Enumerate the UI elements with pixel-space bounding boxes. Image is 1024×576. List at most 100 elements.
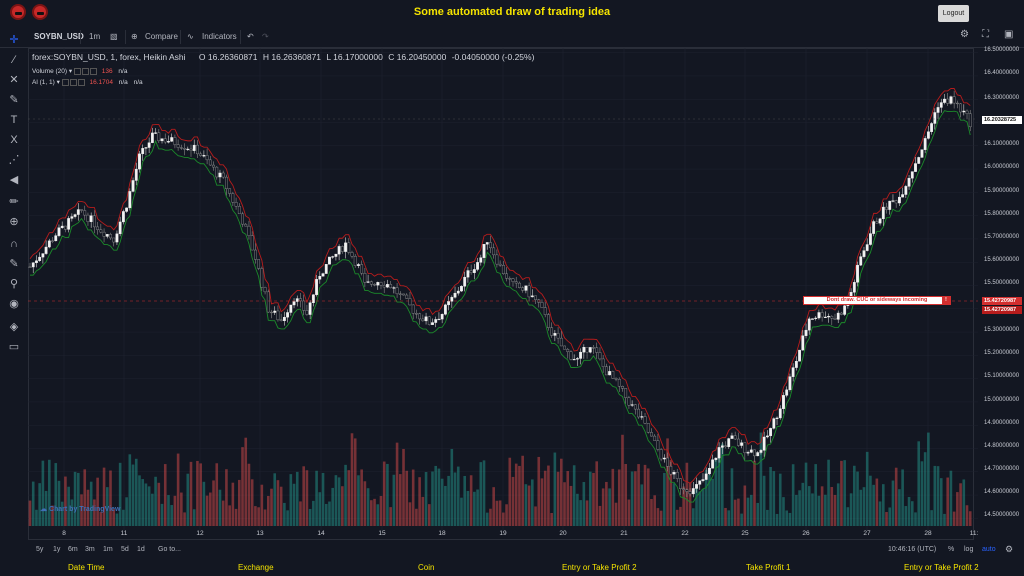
study-settings-icon[interactable] (81, 67, 89, 75)
trendline-icon[interactable]: ∕ (13, 54, 15, 66)
fullscreen-icon[interactable]: ⛶ (982, 29, 989, 40)
ruler-icon[interactable]: ✏ (9, 196, 19, 208)
legend-low: L 16.17000000 (326, 52, 383, 62)
lock-icon[interactable]: ⚲ (9, 278, 19, 290)
zoom-icon[interactable]: ⊕ (9, 216, 19, 228)
candle-body (244, 223, 248, 227)
camera-icon[interactable]: ▣ (1004, 29, 1014, 40)
range-5d[interactable]: 5d (121, 546, 129, 553)
trash-icon[interactable]: ▭ (8, 341, 20, 353)
volume-label[interactable]: Volume (20) (32, 68, 68, 75)
volume-bar (659, 510, 663, 526)
candle-body (302, 300, 306, 311)
candle-body (762, 436, 766, 451)
magnet-icon[interactable]: ∩ (10, 238, 18, 250)
volume-bar (643, 464, 647, 526)
undo-icon[interactable]: ↶ (247, 32, 254, 41)
candle-body (817, 312, 821, 319)
legend-title[interactable]: forex:SOYBN_USD, 1, forex, Heikin Ashi (32, 52, 186, 62)
forecast-icon[interactable]: ⋰ (8, 154, 20, 166)
chart-pane[interactable] (28, 48, 974, 540)
volume-bar (585, 500, 589, 526)
pattern-icon[interactable]: Χ (10, 134, 18, 146)
candle-body (547, 314, 550, 328)
price-label: 15.00000000 (984, 397, 1020, 403)
volume-bar (218, 489, 222, 526)
candle-body (698, 480, 702, 485)
volume-bar (514, 463, 518, 526)
volume-bar (48, 459, 51, 526)
range-1m[interactable]: 1m (103, 546, 113, 553)
price-label: 14.50000000 (984, 512, 1020, 518)
symbol-search[interactable]: SOYBN_USD (34, 32, 84, 41)
candle-body (743, 442, 747, 454)
volume-bar (601, 488, 605, 526)
goto-button[interactable]: Go to... (158, 546, 181, 553)
al-label[interactable]: Al (1, 1) (32, 79, 55, 86)
gann-icon[interactable]: ✕ (9, 74, 19, 86)
candle-body (717, 447, 721, 459)
alert-label[interactable]: Dont draw. CUC or sideways incoming ! (803, 296, 951, 305)
chart-type-icon[interactable]: ▧ (110, 32, 118, 41)
compare-icon[interactable]: ⊕ (131, 32, 138, 41)
volume-bar (273, 473, 277, 526)
crosshair-icon[interactable]: ✛ (9, 34, 19, 46)
study-eye-icon[interactable] (73, 67, 81, 75)
interval-selector[interactable]: 1m (89, 32, 101, 41)
candle-body (653, 435, 657, 441)
volume-bar (134, 458, 138, 526)
range-3m[interactable]: 3m (85, 546, 95, 553)
volume-bar (611, 468, 615, 526)
candle-body (102, 231, 106, 237)
tradingview-watermark[interactable]: ☁ Chart by TradingView (40, 506, 121, 513)
candle-body (814, 317, 818, 319)
range-1d[interactable]: 1d (137, 546, 145, 553)
range-1y[interactable]: 1y (53, 546, 61, 553)
range-6m[interactable]: 6m (68, 546, 78, 553)
log-toggle[interactable]: log (964, 546, 974, 553)
settings-icon[interactable]: ⚙ (960, 29, 969, 40)
price-chart[interactable] (28, 48, 978, 530)
study-close-icon[interactable] (77, 78, 85, 86)
eye-icon[interactable]: ◉ (9, 298, 19, 310)
candle-body (392, 287, 396, 289)
axis-settings-icon[interactable]: ⚙ (1005, 544, 1014, 554)
volume-bar (560, 458, 563, 526)
indicators-button[interactable]: Indicators (202, 32, 237, 41)
percent-toggle[interactable]: % (948, 546, 955, 553)
logout-button[interactable]: Logout (938, 5, 969, 22)
study-settings-icon[interactable] (69, 78, 77, 86)
redo-icon[interactable]: ↷ (262, 32, 269, 41)
layers-icon[interactable]: ◈ (9, 321, 19, 333)
compare-button[interactable]: Compare (145, 32, 178, 41)
candle-body (920, 149, 924, 158)
study-close-icon[interactable] (89, 67, 97, 75)
volume-bar (157, 482, 161, 526)
candle-body (415, 313, 418, 315)
candle-body (202, 155, 206, 157)
back-arrow-icon[interactable]: ◀ (9, 174, 19, 186)
text-icon[interactable]: T (10, 114, 18, 126)
utc-clock[interactable]: 10:46:16 (UTC) (888, 546, 937, 553)
volume-bar (692, 508, 695, 526)
volume-bar (502, 512, 505, 526)
pencil-lock-icon[interactable]: ✎ (9, 258, 19, 270)
candle-body (550, 327, 554, 336)
indicators-icon[interactable]: ∿ (187, 32, 194, 41)
candle-body (965, 110, 969, 114)
study-eye-icon[interactable] (61, 78, 69, 86)
range-5y[interactable]: 5y (36, 546, 44, 553)
candle-body (128, 191, 132, 209)
volume-bar (347, 470, 351, 526)
volume-bar (798, 490, 801, 526)
brush-icon[interactable]: ✎ (9, 94, 19, 106)
volume-bar (122, 509, 125, 526)
candle-body (196, 144, 199, 155)
volume-bar (727, 510, 731, 526)
volume-bar (882, 484, 885, 526)
auto-toggle[interactable]: auto (982, 546, 996, 553)
volume-bar (956, 492, 959, 526)
candle-body (534, 295, 537, 300)
volume-bar (415, 508, 418, 526)
volume-bar (244, 437, 248, 526)
